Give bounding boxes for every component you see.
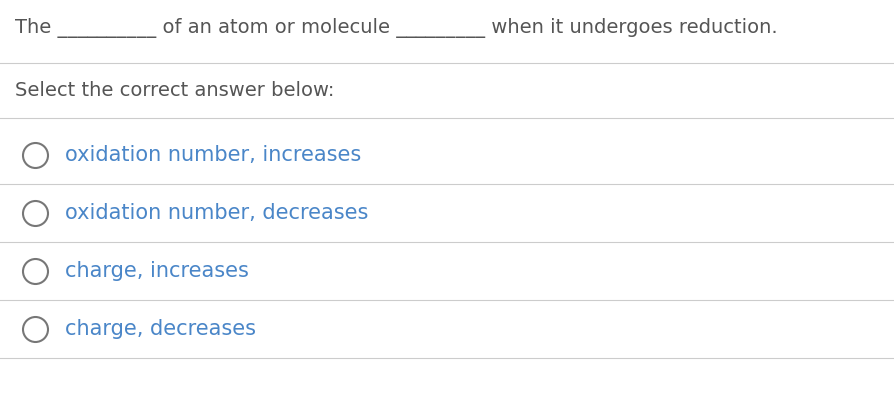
Text: oxidation number, decreases: oxidation number, decreases <box>65 203 368 223</box>
Text: The __________ of an atom or molecule _________ when it undergoes reduction.: The __________ of an atom or molecule __… <box>15 18 777 38</box>
Text: charge, decreases: charge, decreases <box>65 319 256 339</box>
Text: Select the correct answer below:: Select the correct answer below: <box>15 81 334 99</box>
Text: charge, increases: charge, increases <box>65 261 249 281</box>
Text: oxidation number, increases: oxidation number, increases <box>65 145 361 165</box>
